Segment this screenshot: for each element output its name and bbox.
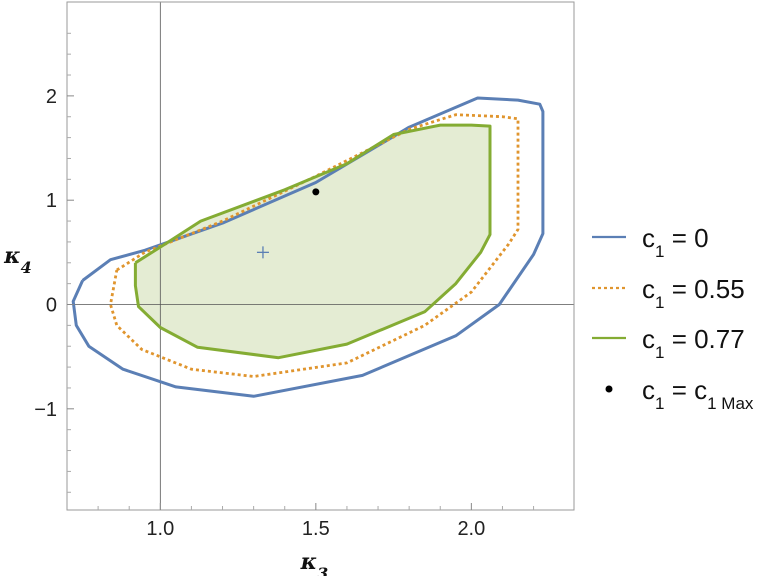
legend-dot [605,385,613,393]
legend-label: c1 = c1 Max [642,375,754,413]
series-layer [71,96,545,398]
axis-ticks: 1.0 1.5 2.0 −1 0 1 2 [34,32,535,540]
series-line-2 [133,123,492,360]
legend-item-0: c1 = 0 [592,223,709,261]
legend-label: c1 = 0.55 [642,274,745,312]
series-line-0 [71,96,545,398]
marker-layer [256,188,320,259]
fill-layer [135,125,490,358]
y-tick-label: 1 [46,190,57,212]
x-tick-label: 1.5 [302,518,330,540]
series-line-1 [109,113,520,378]
y-tick-label: 0 [46,295,57,317]
legend: c1 = 0 c1 = 0.55 c1 = 0.77 c1 = c1 Max [592,223,754,413]
max-point-marker [312,188,320,196]
series-fill-2 [135,125,490,358]
y-tick-label: −1 [34,399,57,421]
x-tick-label: 2.0 [457,518,485,540]
legend-item-max: c1 = c1 Max [605,375,754,413]
x-axis-label: κ3 [300,549,329,576]
legend-item-2: c1 = 0.77 [592,324,745,362]
plus-marker [256,246,269,259]
x-tick-label: 1.0 [146,518,174,540]
reference-lines [67,2,574,510]
legend-label: c1 = 0 [642,223,709,261]
y-axis-label: κ4 [3,243,32,277]
plot-frame [66,1,575,511]
legend-label: c1 = 0.77 [642,324,745,362]
y-tick-label: 2 [46,86,57,108]
legend-item-1: c1 = 0.55 [592,274,745,312]
